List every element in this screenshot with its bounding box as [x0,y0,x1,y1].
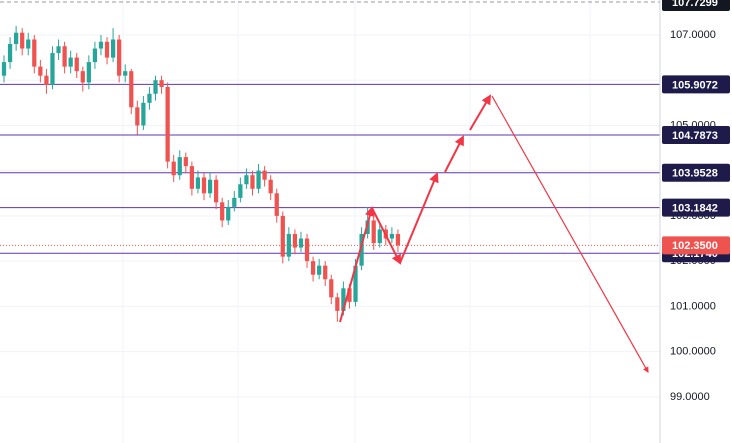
candle-body [377,229,382,244]
price-axis [660,0,732,443]
price-label-box [662,236,730,255]
candle-body [183,157,188,167]
y-tick-label: 100.0000 [670,346,716,358]
candle-body [298,238,304,248]
candle-body [226,206,231,221]
candle-body [201,177,207,194]
candle-body [177,157,182,176]
candle-body [371,220,376,244]
candle-body [292,234,298,248]
candle-body [38,66,43,76]
y-tick-label: 101.0000 [670,300,716,312]
price-label-box [662,75,730,94]
candle-body [286,234,291,257]
candle-body [141,102,146,126]
candle-body [135,107,140,126]
candle-body [74,57,79,72]
price-label: 105.9072 [672,79,718,91]
candle-body [1,62,7,76]
candle-body [341,288,346,311]
candle-body [389,234,394,239]
candle-body [32,39,37,67]
candle-body [207,179,213,194]
candle-body [268,179,273,194]
candle-body [244,175,249,185]
price-label-box [662,0,730,11]
candle-body [20,32,25,49]
candle-body [117,39,122,76]
candle-body [250,175,255,189]
candle-body [304,238,310,262]
candle-body [110,39,116,58]
candle-body [195,177,201,189]
candle-body [359,234,364,266]
price-label: 103.9528 [672,168,718,180]
candle-body [220,202,225,221]
candle-body [238,184,243,198]
candle-body [165,86,170,162]
price-label: 107.7299 [672,0,718,9]
projection-arrows [339,94,649,374]
candle-body [232,197,237,207]
candle-body [50,53,55,85]
candle-body [62,46,67,67]
candle-body [335,297,340,311]
candle-body [274,193,279,216]
grid [122,0,591,443]
candle-body [171,161,176,176]
candle-body [256,170,261,189]
candle-body [86,62,91,83]
candle-body [147,93,152,103]
candle-body [26,39,31,49]
candle-body [92,48,98,63]
candle-body [347,288,352,302]
arrow [444,135,464,173]
price-label-box [662,198,730,217]
arrow [469,94,492,131]
candle-body [123,71,128,76]
arrow [399,172,439,264]
y-tick-label: 99.0000 [670,391,710,403]
candle-body [262,170,267,180]
candle-body [353,265,358,302]
price-label: 102.3500 [672,240,718,252]
candle-body [280,215,285,257]
candle-body [80,71,85,83]
candle-body [7,44,13,63]
arrow [339,206,375,323]
price-label: 103.1842 [672,202,718,214]
candle-body [56,46,61,54]
candle-body [104,41,110,58]
price-label-box [662,163,730,182]
candle-body [159,80,164,87]
y-tick-label: 107.0000 [670,29,716,41]
candle-body [329,279,334,298]
candle-body [14,32,19,45]
arrow [491,95,649,374]
candle-body [323,265,328,280]
candle-body [44,75,49,85]
candle-body [129,71,134,108]
candle-body [317,265,322,275]
price-label-box [662,126,730,145]
candle-body [68,57,73,67]
candle-body [189,166,194,189]
arrow [371,207,401,265]
candle-body [214,179,219,203]
candle-body [310,261,316,275]
candle-body [153,80,158,94]
candle-body [395,234,401,246]
price-label: 104.7873 [672,130,718,142]
candle-body [98,41,104,49]
